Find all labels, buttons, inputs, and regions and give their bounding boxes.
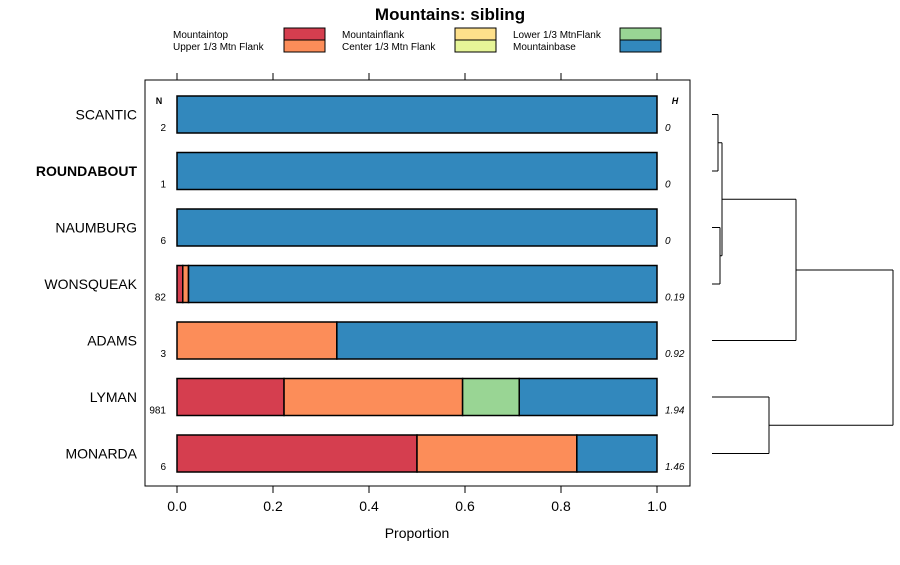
bar-segment — [176, 151, 658, 191]
h-value: 0 — [665, 180, 671, 191]
n-value: 1 — [160, 180, 166, 191]
tick-label: 0.4 — [359, 498, 379, 514]
tick-label: 0.2 — [263, 498, 283, 514]
dendrogram — [712, 114, 894, 454]
row-label: LYMAN — [90, 389, 137, 405]
legend-swatch — [454, 39, 497, 53]
bar-segment — [176, 377, 285, 417]
legend-swatch — [283, 27, 326, 41]
bar-segment — [187, 264, 658, 304]
n-value: 6 — [160, 236, 166, 247]
legend-label: Center 1/3 Mtn Flank — [342, 42, 436, 53]
bar-segment — [176, 434, 418, 473]
x-axis: 0.0 0.2 0.4 0.6 0.8 1.0 — [167, 73, 667, 514]
bar-segment — [176, 264, 184, 304]
n-value: 2 — [160, 123, 166, 134]
bars — [176, 95, 658, 473]
tick-label: 0.0 — [167, 498, 187, 514]
legend-label: Lower 1/3 MtnFlank — [513, 30, 602, 41]
row-label: WONSQUEAK — [44, 276, 137, 292]
plot-frame — [144, 79, 691, 487]
bar-segment — [336, 321, 658, 360]
tick-label: 0.6 — [455, 498, 475, 514]
h-value: 0 — [665, 236, 671, 247]
n-value: 6 — [160, 462, 166, 473]
chart-title: Mountains: sibling — [375, 5, 525, 24]
h-value: 1.46 — [665, 462, 685, 473]
legend-swatch — [454, 27, 497, 41]
row-label: ADAMS — [87, 333, 137, 349]
bar-segment — [576, 434, 658, 473]
legend-label: Mountainflank — [342, 30, 405, 41]
h-value: 0.19 — [665, 293, 685, 304]
h-column-header: H — [672, 96, 679, 106]
row-label: ROUNDABOUT — [36, 163, 138, 179]
bar-segment — [182, 264, 190, 304]
tick-label: 1.0 — [647, 498, 667, 514]
row-label: SCANTIC — [76, 107, 137, 123]
tick-label: 0.8 — [551, 498, 571, 514]
bar-segment — [283, 377, 464, 417]
n-column-header: N — [156, 96, 163, 106]
n-value: 82 — [155, 293, 167, 304]
bar-segment — [518, 377, 658, 417]
legend-swatch — [283, 39, 326, 53]
n-value: 3 — [160, 349, 166, 360]
legend-swatch — [619, 39, 662, 53]
row-label: MONARDA — [65, 446, 137, 462]
bar-segment — [176, 95, 658, 134]
bar-segment — [416, 434, 578, 473]
row-label: NAUMBURG — [55, 220, 137, 236]
legend-label: Upper 1/3 Mtn Flank — [173, 42, 265, 53]
h-value: 0 — [665, 123, 671, 134]
x-axis-label: Proportion — [385, 525, 450, 541]
bar-segment — [461, 377, 520, 417]
legend-label: Mountainbase — [513, 42, 576, 53]
row-labels: SCANTIC 2 0 ROUNDABOUT 1 0 NAUMBURG 6 0 WONSQUEAK… — [36, 107, 685, 474]
bar-segment — [176, 321, 338, 360]
h-value: 0.92 — [665, 349, 685, 360]
bar-segment — [176, 208, 658, 247]
n-value: 981 — [149, 406, 166, 417]
legend-label: Mountaintop — [173, 30, 228, 41]
legend-swatch — [619, 27, 662, 41]
h-value: 1.94 — [665, 406, 685, 417]
